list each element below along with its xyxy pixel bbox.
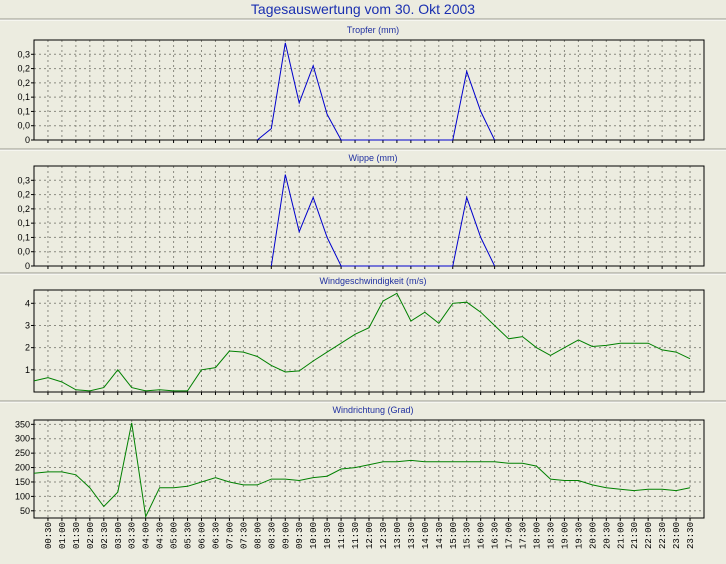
y-tick-label: 100 <box>15 491 30 501</box>
x-tick-label: 12:30 <box>379 522 389 549</box>
x-tick-label: 10:30 <box>323 522 333 549</box>
y-tick-label: 0,2 <box>17 190 30 200</box>
y-tick-label: 3 <box>25 320 30 330</box>
x-tick-label: 03:00 <box>114 522 124 549</box>
x-tick-label: 16:00 <box>477 522 487 549</box>
x-tick-label: 14:30 <box>435 522 445 549</box>
y-tick-label: 350 <box>15 419 30 429</box>
y-tick-label: 1 <box>25 365 30 375</box>
x-tick-label: 05:00 <box>170 522 180 549</box>
panel-title: Windgeschwindigkeit (m/s) <box>319 276 426 286</box>
y-tick-label: 0,2 <box>17 78 30 88</box>
x-tick-label: 18:30 <box>546 522 556 549</box>
y-tick-label: 250 <box>15 448 30 458</box>
y-tick-label: 0,2 <box>17 204 30 214</box>
y-tick-label: 0 <box>25 261 30 271</box>
x-tick-label: 15:30 <box>463 522 473 549</box>
x-tick-label: 01:30 <box>72 522 82 549</box>
x-tick-label: 23:30 <box>686 522 696 549</box>
y-tick-label: 0,1 <box>17 106 30 116</box>
series-line <box>270 174 496 267</box>
x-tick-label: 05:30 <box>184 522 194 549</box>
x-tick-label: 19:00 <box>560 522 570 549</box>
x-tick-label: 16:30 <box>491 522 501 549</box>
x-tick-label: 10:00 <box>309 522 319 549</box>
y-tick-label: 0,0 <box>17 247 30 257</box>
x-tick-label: 22:00 <box>644 522 654 549</box>
y-tick-label: 0,1 <box>17 218 30 228</box>
y-tick-label: 0,2 <box>17 64 30 74</box>
x-tick-label: 02:30 <box>100 522 110 549</box>
x-tick-label: 12:00 <box>365 522 375 549</box>
x-tick-label: 19:30 <box>574 522 584 549</box>
y-tick-label: 2 <box>25 343 30 353</box>
x-tick-label: 18:00 <box>533 522 543 549</box>
x-tick-label: 00:30 <box>44 522 54 549</box>
x-tick-label: 14:00 <box>421 522 431 549</box>
x-tick-label: 06:30 <box>211 522 221 549</box>
x-tick-label: 22:30 <box>658 522 668 549</box>
x-tick-label: 17:00 <box>505 522 515 549</box>
y-tick-label: 0,1 <box>17 92 30 102</box>
panel-title: Tropfer (mm) <box>347 25 399 35</box>
x-tick-label: 04:30 <box>156 522 166 549</box>
x-tick-label: 11:30 <box>351 522 361 549</box>
x-tick-label: 01:00 <box>58 522 68 549</box>
x-tick-label: 09:00 <box>281 522 291 549</box>
y-tick-label: 0,3 <box>17 175 30 185</box>
x-tick-label: 13:30 <box>407 522 417 549</box>
series-line <box>256 42 496 141</box>
panel-title: Wippe (mm) <box>349 153 398 163</box>
series-line <box>33 422 691 519</box>
x-tick-label: 20:30 <box>602 522 612 549</box>
x-tick-label: 11:00 <box>337 522 347 549</box>
y-tick-label: 0 <box>25 135 30 145</box>
y-tick-label: 0,1 <box>17 232 30 242</box>
series-line <box>33 292 691 392</box>
x-tick-label: 21:00 <box>616 522 626 549</box>
y-tick-label: 4 <box>25 298 30 308</box>
x-tick-label: 09:30 <box>295 522 305 549</box>
y-tick-label: 0,3 <box>17 49 30 59</box>
x-tick-label: 08:30 <box>267 522 277 549</box>
y-tick-label: 150 <box>15 477 30 487</box>
x-tick-label: 06:00 <box>198 522 208 549</box>
plot-background <box>34 420 704 518</box>
y-tick-label: 300 <box>15 434 30 444</box>
x-tick-label: 13:00 <box>393 522 403 549</box>
x-tick-label: 04:00 <box>142 522 152 549</box>
page-title: Tagesauswertung vom 30. Okt 2003 <box>250 1 476 17</box>
panel-title: Windrichtung (Grad) <box>332 405 413 415</box>
x-tick-label: 02:00 <box>86 522 96 549</box>
x-tick-label: 08:00 <box>253 522 263 549</box>
x-tick-label: 07:00 <box>225 522 235 549</box>
x-tick-label: 20:00 <box>588 522 598 549</box>
y-tick-label: 200 <box>15 463 30 473</box>
x-tick-label: 17:30 <box>519 522 529 549</box>
x-tick-label: 23:00 <box>672 522 682 549</box>
y-tick-label: 50 <box>20 506 30 516</box>
x-tick-label: 15:00 <box>449 522 459 549</box>
y-tick-label: 0,0 <box>17 121 30 131</box>
x-tick-label: 21:30 <box>630 522 640 549</box>
x-tick-label: 03:30 <box>128 522 138 549</box>
x-tick-label: 07:30 <box>239 522 249 549</box>
